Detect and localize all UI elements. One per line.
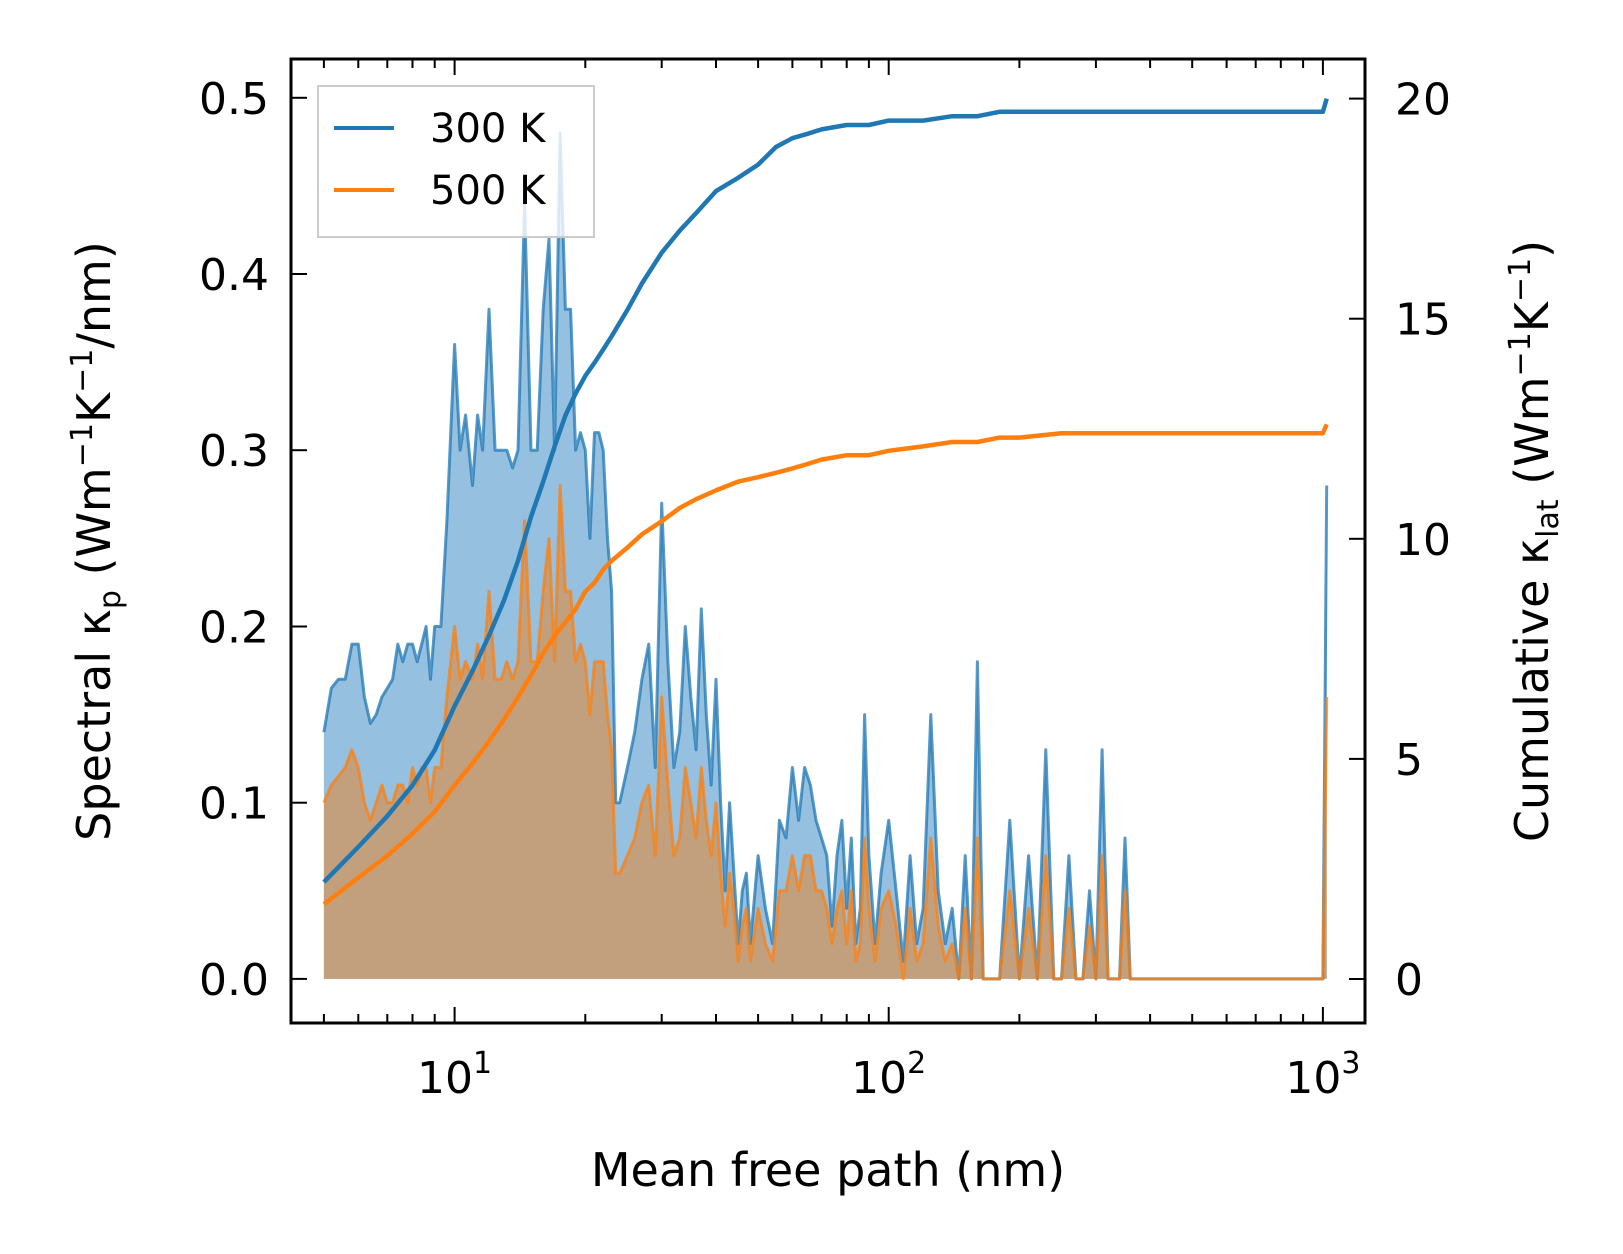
y-left-tick-label: 0.3 bbox=[199, 426, 269, 477]
y-right-tick-label: 0 bbox=[1395, 955, 1423, 1006]
y-left-tick-label: 0.0 bbox=[199, 955, 269, 1006]
y-left-tick-label: 0.2 bbox=[199, 603, 269, 654]
y-right-tick-label: 20 bbox=[1395, 75, 1451, 126]
y-axis-left-label: Spectral κp (Wm−1K−1/nm) bbox=[65, 241, 128, 841]
spectral-lines bbox=[322, 131, 1329, 981]
legend-label-300k: 300 K bbox=[430, 106, 547, 152]
cumulative-lines bbox=[322, 97, 1329, 906]
y-left-tick-label: 0.1 bbox=[199, 779, 269, 830]
legend: 300 K 500 K bbox=[317, 85, 595, 238]
spectral-fills bbox=[323, 133, 1327, 979]
y-axis-left: 0.0 0.1 0.2 0.3 0.4 0.5 bbox=[199, 74, 307, 1006]
y-right-tick-label: 5 bbox=[1395, 735, 1423, 786]
x-tick-label: 102 bbox=[851, 1046, 926, 1104]
y-left-tick-label: 0.4 bbox=[199, 250, 269, 301]
plot-frame bbox=[289, 57, 1367, 1025]
y-axis-right: 0 5 10 15 20 bbox=[1349, 75, 1451, 1006]
y-right-tick-label: 15 bbox=[1395, 295, 1451, 346]
legend-frame bbox=[317, 85, 595, 238]
spectral-line-500k bbox=[322, 484, 1329, 981]
spectral-fill-500k bbox=[323, 485, 1327, 979]
y-right-tick-label: 10 bbox=[1395, 515, 1451, 566]
x-axis-label: Mean free path (nm) bbox=[591, 1143, 1065, 1197]
x-tick-label: 103 bbox=[1285, 1046, 1360, 1104]
cumulative-line-500k bbox=[322, 423, 1329, 906]
x-tick-label: 101 bbox=[417, 1046, 492, 1104]
y-left-tick-label: 0.5 bbox=[199, 74, 269, 125]
cumulative-line-300k bbox=[322, 97, 1329, 884]
y-axis-right-label: Cumulative κlat (Wm−1K−1) bbox=[1503, 240, 1566, 842]
legend-label-500k: 500 K bbox=[430, 168, 547, 214]
x-axis: 101 102 103 bbox=[322, 59, 1360, 1104]
